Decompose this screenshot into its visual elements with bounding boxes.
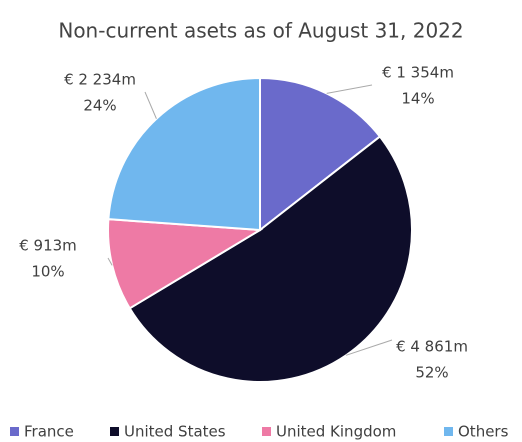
share-label: 24% <box>83 97 116 115</box>
data-label: € 4 861m <box>396 338 468 356</box>
legend-swatch <box>444 427 453 436</box>
leader-line <box>345 339 393 356</box>
legend-swatch <box>262 427 271 436</box>
leader-line <box>107 257 113 266</box>
legend-swatch <box>10 427 19 436</box>
legend-label: United States <box>124 423 226 441</box>
chart-title: Non-current asets as of August 31, 2022 <box>58 19 463 43</box>
legend-label: United Kingdom <box>276 423 396 441</box>
pie-slice <box>259 76 382 233</box>
pie-slice <box>128 135 414 383</box>
legend-label: France <box>24 423 74 441</box>
share-label: 10% <box>31 263 64 281</box>
data-label: € 2 234m <box>64 71 136 89</box>
share-label: 14% <box>401 90 434 108</box>
leader-line <box>326 84 373 94</box>
share-label: 52% <box>415 364 448 382</box>
legend-label: Others <box>458 423 509 441</box>
data-label: € 913m <box>19 237 77 255</box>
pie-slice <box>107 76 261 232</box>
data-label: € 1 354m <box>382 64 454 82</box>
legend-swatch <box>110 427 119 436</box>
leader-line <box>144 91 157 119</box>
